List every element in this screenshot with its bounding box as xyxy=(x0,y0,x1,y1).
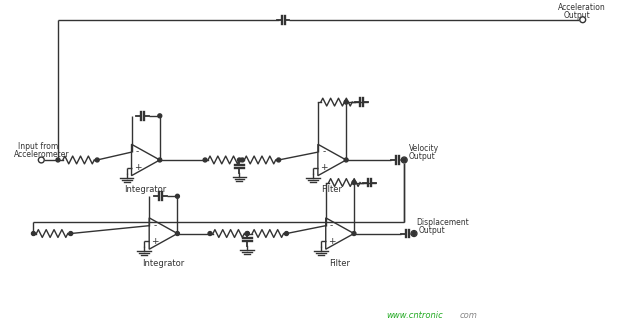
Text: Output: Output xyxy=(409,152,436,161)
Text: Output: Output xyxy=(564,11,591,20)
Circle shape xyxy=(95,158,99,162)
Circle shape xyxy=(580,17,586,23)
Text: +: + xyxy=(134,163,141,172)
Circle shape xyxy=(344,158,348,162)
Text: -: - xyxy=(136,148,139,157)
Circle shape xyxy=(401,157,407,163)
Text: www.cntronic: www.cntronic xyxy=(386,311,443,320)
Circle shape xyxy=(411,230,417,236)
Circle shape xyxy=(352,231,356,235)
Text: Displacement: Displacement xyxy=(416,218,469,227)
Circle shape xyxy=(344,100,348,104)
Text: Accelerometer: Accelerometer xyxy=(14,150,69,159)
Text: com: com xyxy=(459,311,477,320)
Text: +: + xyxy=(320,163,327,172)
Circle shape xyxy=(56,158,60,162)
Text: +: + xyxy=(151,237,159,246)
Text: Filter: Filter xyxy=(329,259,350,268)
Circle shape xyxy=(241,158,244,162)
Circle shape xyxy=(237,158,241,162)
Circle shape xyxy=(246,231,249,235)
Text: Input from: Input from xyxy=(18,142,58,151)
Text: -: - xyxy=(153,221,157,230)
Text: Integrator: Integrator xyxy=(142,259,184,268)
Circle shape xyxy=(412,231,416,235)
Text: Filter: Filter xyxy=(321,185,342,194)
Circle shape xyxy=(175,231,179,235)
Circle shape xyxy=(175,194,179,198)
Circle shape xyxy=(277,158,281,162)
Text: Output: Output xyxy=(419,225,446,234)
Circle shape xyxy=(352,180,356,184)
Text: Acceleration: Acceleration xyxy=(558,3,606,12)
Circle shape xyxy=(246,231,249,235)
Text: -: - xyxy=(322,148,326,157)
Text: +: + xyxy=(328,237,335,246)
Circle shape xyxy=(208,231,212,235)
Circle shape xyxy=(32,231,35,235)
Circle shape xyxy=(402,158,406,162)
Circle shape xyxy=(69,231,73,235)
Text: -: - xyxy=(330,221,333,230)
Circle shape xyxy=(285,231,288,235)
Circle shape xyxy=(158,114,162,118)
Text: Velocity: Velocity xyxy=(409,144,439,153)
Text: Integrator: Integrator xyxy=(124,185,166,194)
Circle shape xyxy=(203,158,207,162)
Circle shape xyxy=(38,157,44,163)
Circle shape xyxy=(158,158,162,162)
